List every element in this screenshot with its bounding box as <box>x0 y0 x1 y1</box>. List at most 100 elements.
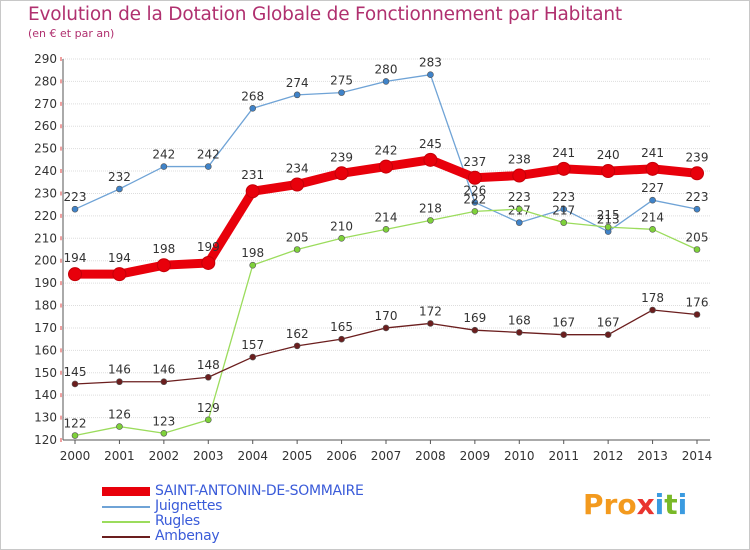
x-tick-label: 2004 <box>237 449 268 463</box>
data-point <box>249 261 257 269</box>
data-label: 238 <box>508 153 531 167</box>
y-tick-label: 250 <box>34 142 57 156</box>
x-tick-label: 2007 <box>371 449 402 463</box>
data-label: 146 <box>108 363 131 377</box>
y-tick-label: 270 <box>34 97 57 111</box>
legend-label-ambenay: Ambenay <box>155 528 220 544</box>
data-label: 280 <box>375 62 398 76</box>
data-point <box>560 219 568 226</box>
x-tick-label: 2012 <box>593 449 624 463</box>
data-point <box>290 177 305 192</box>
data-label: 223 <box>64 190 87 204</box>
y-tick-label: 280 <box>34 74 57 88</box>
y-tick-label: 130 <box>34 411 57 425</box>
data-label: 234 <box>286 162 309 176</box>
data-point <box>471 208 479 215</box>
data-point <box>293 246 301 253</box>
legend-swatch-ambenay <box>102 536 150 538</box>
data-point <box>690 166 704 181</box>
data-label: 231 <box>241 168 264 182</box>
data-label: 283 <box>419 56 442 70</box>
chart-subtitle: (en € et par an) <box>28 27 115 40</box>
data-point <box>160 429 168 437</box>
data-label: 170 <box>375 309 398 323</box>
x-tick-label: 2005 <box>282 449 313 463</box>
data-label: 226 <box>463 183 486 197</box>
data-label: 129 <box>197 401 220 415</box>
data-label: 169 <box>463 311 486 325</box>
data-label: 218 <box>419 201 442 215</box>
data-label: 213 <box>597 213 620 227</box>
data-label: 205 <box>286 231 309 245</box>
data-point <box>645 161 660 176</box>
x-tick-label: 2013 <box>637 449 668 463</box>
data-point <box>423 152 438 167</box>
data-label: 145 <box>64 365 87 379</box>
data-point <box>515 219 523 226</box>
data-label: 242 <box>197 148 220 162</box>
data-point <box>556 161 571 176</box>
x-tick-label: 2003 <box>193 449 224 463</box>
y-tick-label: 220 <box>34 209 57 223</box>
legend-swatch-juignettes <box>102 506 150 508</box>
logo-letter: o <box>617 488 637 521</box>
data-point <box>604 223 612 231</box>
data-label: 239 <box>686 150 709 164</box>
data-label: 223 <box>552 190 575 204</box>
data-point <box>512 168 527 183</box>
y-tick-label: 200 <box>34 254 57 268</box>
data-label: 232 <box>108 170 131 184</box>
data-point <box>427 217 434 224</box>
data-label: 122 <box>64 417 87 431</box>
data-point <box>427 71 434 78</box>
data-label: 222 <box>463 192 486 206</box>
data-label: 245 <box>419 137 442 151</box>
data-point <box>245 184 260 199</box>
data-point <box>649 226 656 233</box>
data-label: 198 <box>152 242 175 256</box>
data-point <box>471 326 479 334</box>
data-point <box>201 255 216 270</box>
y-tick-label: 140 <box>34 388 57 402</box>
x-tick-label: 2011 <box>548 449 579 463</box>
y-tick-label: 210 <box>34 231 57 245</box>
proxiti-logo: Proxiti <box>583 488 687 521</box>
data-point <box>693 311 701 318</box>
legend-swatch-rugles <box>102 521 150 523</box>
data-point <box>338 89 345 96</box>
x-tick-label: 2001 <box>104 449 135 463</box>
y-tick-label: 190 <box>34 276 57 290</box>
data-label: 165 <box>330 320 353 334</box>
data-label: 239 <box>330 150 353 164</box>
y-tick-label: 120 <box>34 433 57 447</box>
data-label: 237 <box>463 155 486 169</box>
x-tick-label: 2008 <box>415 449 446 463</box>
data-label: 215 <box>597 208 620 222</box>
x-tick-label: 2014 <box>682 449 713 463</box>
y-tick-label: 240 <box>34 164 57 178</box>
logo-letter: r <box>603 488 618 521</box>
data-label: 241 <box>641 146 664 160</box>
data-label: 194 <box>64 251 87 265</box>
data-point <box>204 416 212 424</box>
data-label: 172 <box>419 304 442 318</box>
data-label: 157 <box>241 338 264 352</box>
data-point <box>338 335 345 343</box>
data-label: 214 <box>375 210 398 224</box>
data-point <box>71 432 79 439</box>
data-label: 268 <box>241 89 264 103</box>
data-point <box>382 226 390 233</box>
y-tick-label: 260 <box>34 119 57 133</box>
legend-label-juignettes: Juignettes <box>155 498 223 514</box>
data-label: 123 <box>152 414 175 428</box>
data-point <box>116 423 123 430</box>
data-point <box>112 267 127 282</box>
data-label: 223 <box>686 190 709 204</box>
y-tick-label: 230 <box>34 186 57 200</box>
data-point <box>293 91 301 99</box>
logo-letter: P <box>583 488 604 521</box>
data-label: 148 <box>197 358 220 372</box>
data-label: 223 <box>508 190 531 204</box>
data-point <box>68 267 82 282</box>
data-point <box>160 163 168 170</box>
